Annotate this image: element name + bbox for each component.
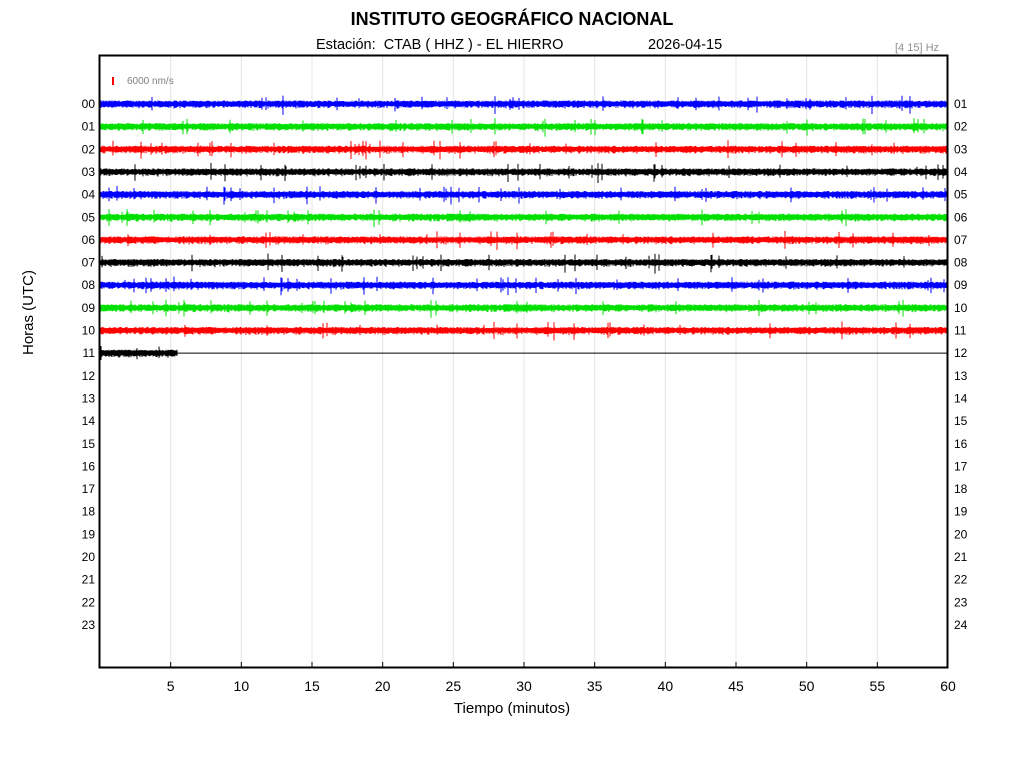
hour-labels-left: 00 01 02 03 04 05 06 07 08 09 10 11 12 13 14 15 16 17 18 19… (82, 97, 96, 632)
x-tick-label: 35 (587, 678, 603, 694)
hour-label-left: 12 (82, 369, 96, 383)
hour-label-right: 01 (954, 97, 968, 111)
hour-label-left: 22 (82, 595, 96, 609)
hour-label-left: 05 (82, 210, 96, 224)
hour-label-right: 11 (954, 324, 967, 338)
hour-label-left: 17 (82, 482, 96, 496)
x-tick-label: 15 (304, 678, 320, 694)
station-label: Estación: CTAB ( HHZ ) - EL HIERRO (316, 37, 564, 53)
date-label: 2026-04-15 (648, 37, 723, 53)
x-tick-label: 30 (516, 678, 532, 694)
hour-label-right: 24 (954, 618, 968, 632)
x-tick-label: 20 (375, 678, 391, 694)
hour-label-left: 19 (82, 527, 96, 541)
plot-frame (98, 54, 949, 669)
hour-label-right: 14 (954, 391, 968, 405)
scale-bar (112, 77, 114, 85)
x-tick-label: 25 (446, 678, 462, 694)
hour-label-right: 22 (954, 573, 968, 587)
x-axis-label: Tiempo (minutos) (453, 700, 571, 717)
hour-label-right: 18 (954, 482, 968, 496)
hour-label-right: 09 (954, 278, 968, 292)
hour-label-right: 16 (954, 437, 968, 451)
hour-label-left: 14 (82, 414, 96, 428)
chart-title: INSTITUTO GEOGRÁFICO NACIONAL (350, 9, 674, 29)
hour-labels-right: 01 02 03 04 05 06 07 08 09 10 11 12 13 14 15 16 17 18 19 20… (954, 97, 968, 632)
hour-label-left: 04 (82, 188, 96, 202)
hour-label-left: 01 (82, 120, 96, 134)
hour-label-right: 19 (954, 505, 968, 519)
hour-label-left: 06 (82, 233, 96, 247)
x-tick-label: 40 (658, 678, 674, 694)
hour-label-left: 15 (82, 437, 96, 451)
hour-label-right: 10 (954, 301, 968, 315)
hour-label-right: 23 (954, 595, 968, 609)
hour-label-left: 03 (82, 165, 96, 179)
hour-label-right: 13 (954, 369, 968, 383)
frequency-band-label: [4 15] Hz (895, 42, 940, 54)
hour-label-left: 18 (82, 505, 96, 519)
hour-label-right: 06 (954, 210, 968, 224)
hour-label-left: 09 (82, 301, 96, 315)
hour-label-left: 10 (82, 324, 96, 338)
hour-label-left: 11 (83, 346, 96, 360)
hour-label-left: 21 (82, 573, 96, 587)
hour-label-right: 02 (954, 120, 968, 134)
hour-label-right: 03 (954, 142, 968, 156)
x-tick-label: 45 (728, 678, 744, 694)
x-tick-label: 50 (799, 678, 815, 694)
hour-label-left: 23 (82, 618, 96, 632)
hour-label-right: 12 (954, 346, 968, 360)
x-tick-label: 5 (167, 678, 175, 694)
hour-label-right: 17 (954, 459, 968, 473)
x-tick-label: 60 (940, 678, 956, 694)
x-tick-label: 55 (870, 678, 886, 694)
hour-label-left: 16 (82, 459, 96, 473)
hour-label-right: 08 (954, 256, 968, 270)
hour-label-right: 15 (954, 414, 968, 428)
hour-label-right: 05 (954, 188, 968, 202)
x-tick-labels: 5 10 15 20 25 30 35 40 45 50 55 60 (167, 678, 956, 694)
hour-label-left: 00 (82, 97, 96, 111)
hour-label-right: 04 (954, 165, 968, 179)
hour-label-left: 20 (82, 550, 96, 564)
hour-label-right: 07 (954, 233, 968, 247)
hour-label-right: 20 (954, 527, 968, 541)
y-axis-label: Horas (UTC) (20, 270, 37, 355)
hour-label-left: 07 (82, 256, 96, 270)
hour-label-left: 02 (82, 142, 96, 156)
hour-label-left: 13 (82, 391, 96, 405)
x-tick-label: 10 (234, 678, 250, 694)
hour-label-left: 08 (82, 278, 96, 292)
scale-label: 6000 nm/s (127, 76, 174, 87)
hour-label-right: 21 (954, 550, 968, 564)
